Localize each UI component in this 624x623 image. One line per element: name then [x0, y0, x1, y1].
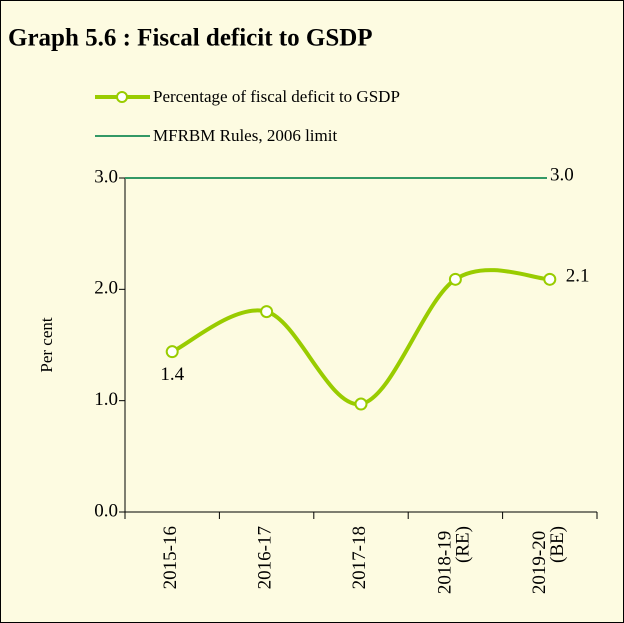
legend-label: MFRBM Rules, 2006 limit — [153, 126, 337, 145]
data-point — [448, 272, 462, 286]
chart-title: Graph 5.6 : Fiscal deficit to GSDP — [8, 25, 373, 52]
y-tick-label: 2.0 — [94, 278, 118, 299]
reference-label: 3.0 — [550, 164, 574, 185]
x-tick-label: 2019-20 (BE) — [529, 526, 568, 594]
data-point — [165, 345, 179, 359]
x-tick-label-line: 2016-17 — [255, 526, 276, 589]
data-point — [543, 272, 557, 286]
y-tick-label: 3.0 — [94, 166, 118, 187]
legend-label: Percentage of fiscal deficit to GSDP — [153, 87, 400, 106]
data-label: 1.4 — [160, 364, 184, 385]
legend-marker — [116, 91, 128, 103]
data-point — [354, 397, 368, 411]
x-tick-label-line: 2018-19 — [435, 526, 456, 594]
y-tick-label: 1.0 — [94, 389, 118, 410]
data-label: 2.1 — [566, 266, 590, 287]
x-tick-label: 2017-18 — [349, 526, 370, 589]
x-tick-label-line: (RE) — [453, 526, 474, 563]
x-tick-label-line: 2019-20 — [529, 526, 550, 594]
x-tick-label: 2018-19 (RE) — [435, 526, 474, 594]
x-tick-label-line: 2017-18 — [349, 526, 370, 589]
x-tick-label: 2016-17 — [255, 526, 276, 589]
y-axis-label: Per cent — [37, 317, 56, 373]
y-tick-label: 0.0 — [94, 500, 118, 521]
data-point — [260, 305, 274, 319]
x-tick-label-line: (BE) — [547, 526, 568, 563]
x-tick-label: 2015-16 — [161, 526, 182, 589]
x-tick-label-line: 2015-16 — [161, 526, 182, 589]
